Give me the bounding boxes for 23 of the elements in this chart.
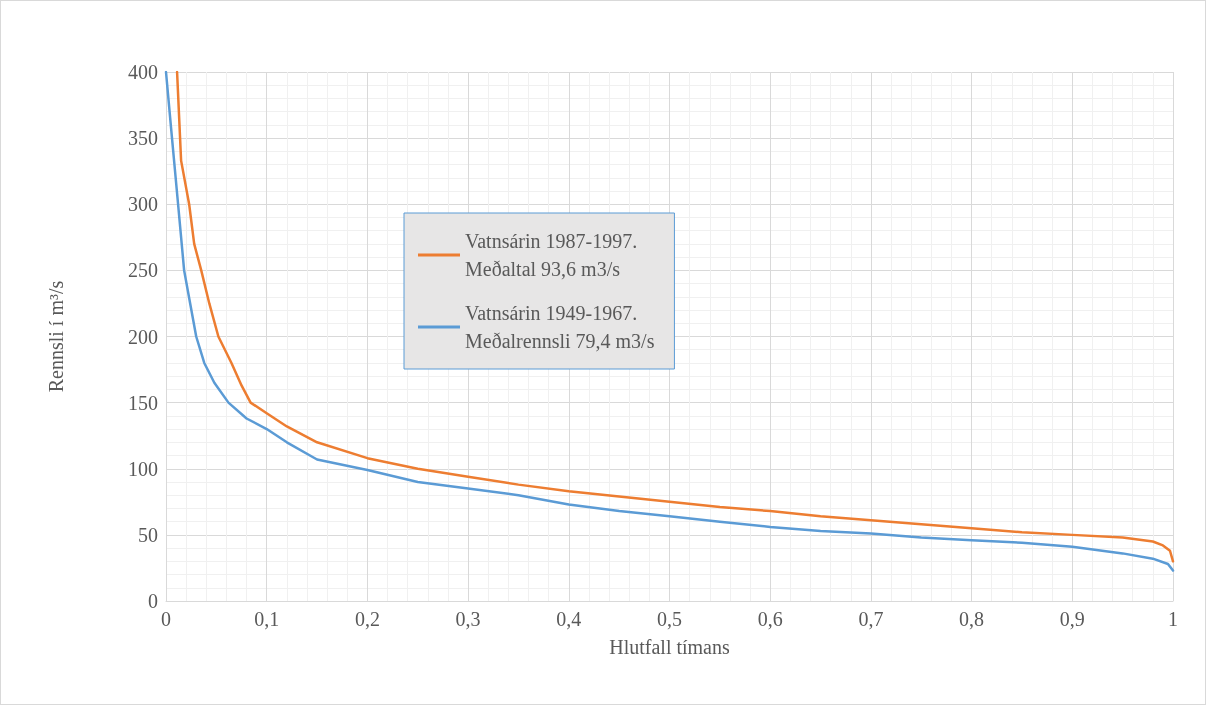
y-axis-title: Rennsli í m³/s	[45, 280, 67, 393]
y-tick-label: 0	[148, 590, 158, 612]
x-tick-label: 0,3	[455, 608, 481, 630]
x-tick-label: 0,1	[254, 608, 280, 630]
x-tick-label: 0,4	[556, 608, 582, 630]
x-tick-label: 0,7	[858, 608, 884, 630]
x-tick-label: 0,2	[354, 608, 380, 630]
y-tick-label: 200	[128, 325, 158, 348]
x-tick-label: 0,8	[959, 608, 985, 630]
x-tick-label: 0,9	[1059, 608, 1085, 630]
y-tick-label: 350	[128, 127, 158, 150]
y-tick-label: 100	[128, 457, 158, 480]
y-tick-label: 150	[128, 391, 158, 414]
y-tick-label: 400	[128, 61, 158, 83]
y-tick-label: 50	[138, 523, 158, 546]
y-tick-label: 300	[128, 193, 158, 216]
legend-label: Vatnsárin 1987-1997. Meðaltal 93,6 m3/s	[465, 230, 638, 280]
x-tick-label: 0,5	[657, 608, 682, 630]
legend-label: Vatnsárin 1949-1967. Meðalrennsli 79,4 m3/s	[465, 302, 655, 352]
y-tick-label: 250	[128, 259, 158, 282]
x-tick-label: 0,6	[757, 608, 783, 630]
x-axis-title: Hlutfall tímans	[609, 636, 730, 658]
x-tick-label: 1	[1168, 608, 1178, 630]
